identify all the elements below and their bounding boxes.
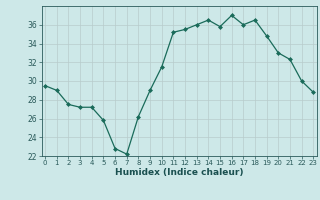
X-axis label: Humidex (Indice chaleur): Humidex (Indice chaleur) [115,168,244,177]
